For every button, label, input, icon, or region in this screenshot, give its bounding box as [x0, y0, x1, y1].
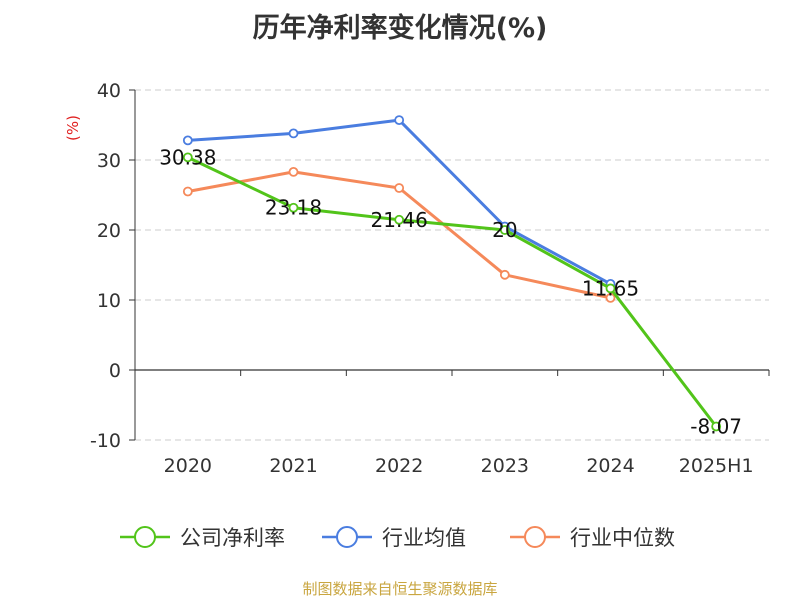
data-point [605, 292, 616, 303]
x-tick-label: 2024 [586, 455, 634, 477]
x-tick-label: 2025H1 [679, 455, 754, 477]
legend-label: 行业中位数 [570, 526, 675, 550]
legend-marker [336, 526, 358, 548]
x-tick-label: 2021 [269, 455, 317, 477]
data-point [605, 283, 616, 294]
data-point [394, 214, 405, 225]
data-source-note: 制图数据来自恒生聚源数据库 [302, 580, 498, 598]
data-point [711, 421, 722, 432]
y-tick-label: -10 [90, 430, 121, 452]
y-tick-label: 20 [97, 220, 121, 242]
data-point [394, 183, 405, 193]
data-point [288, 128, 299, 139]
legend-label: 行业均值 [382, 526, 466, 550]
series-line [187, 155, 718, 428]
data-point [499, 269, 510, 280]
y-tick-label: 40 [97, 80, 121, 102]
data-label: 21.46 [371, 208, 428, 232]
y-axis-label: (%) [64, 115, 82, 141]
x-tick-label: 2023 [481, 455, 529, 477]
y-tick-label: 10 [97, 290, 121, 312]
chart-title: 历年净利率变化情况(%) [252, 13, 548, 44]
data-point [499, 225, 510, 235]
x-tick-label: 2020 [164, 455, 212, 477]
y-tick-label: 30 [97, 150, 121, 172]
data-label: -8.07 [690, 414, 742, 438]
data-point [182, 152, 193, 163]
y-tick-label: 0 [109, 360, 121, 382]
data-point [288, 166, 299, 177]
data-point [288, 202, 299, 213]
series-line [187, 118, 612, 286]
data-label: 11.65 [582, 276, 639, 300]
data-label: 30.38 [159, 145, 216, 169]
data-label: 23.18 [265, 196, 322, 220]
data-point [182, 186, 193, 197]
legend-marker [524, 526, 546, 548]
data-point [182, 135, 193, 146]
data-label: 20 [492, 218, 517, 242]
legend-marker [134, 526, 156, 548]
data-point [394, 115, 405, 125]
x-tick-label: 2022 [375, 455, 423, 477]
legend-label: 公司净利率 [180, 526, 285, 550]
